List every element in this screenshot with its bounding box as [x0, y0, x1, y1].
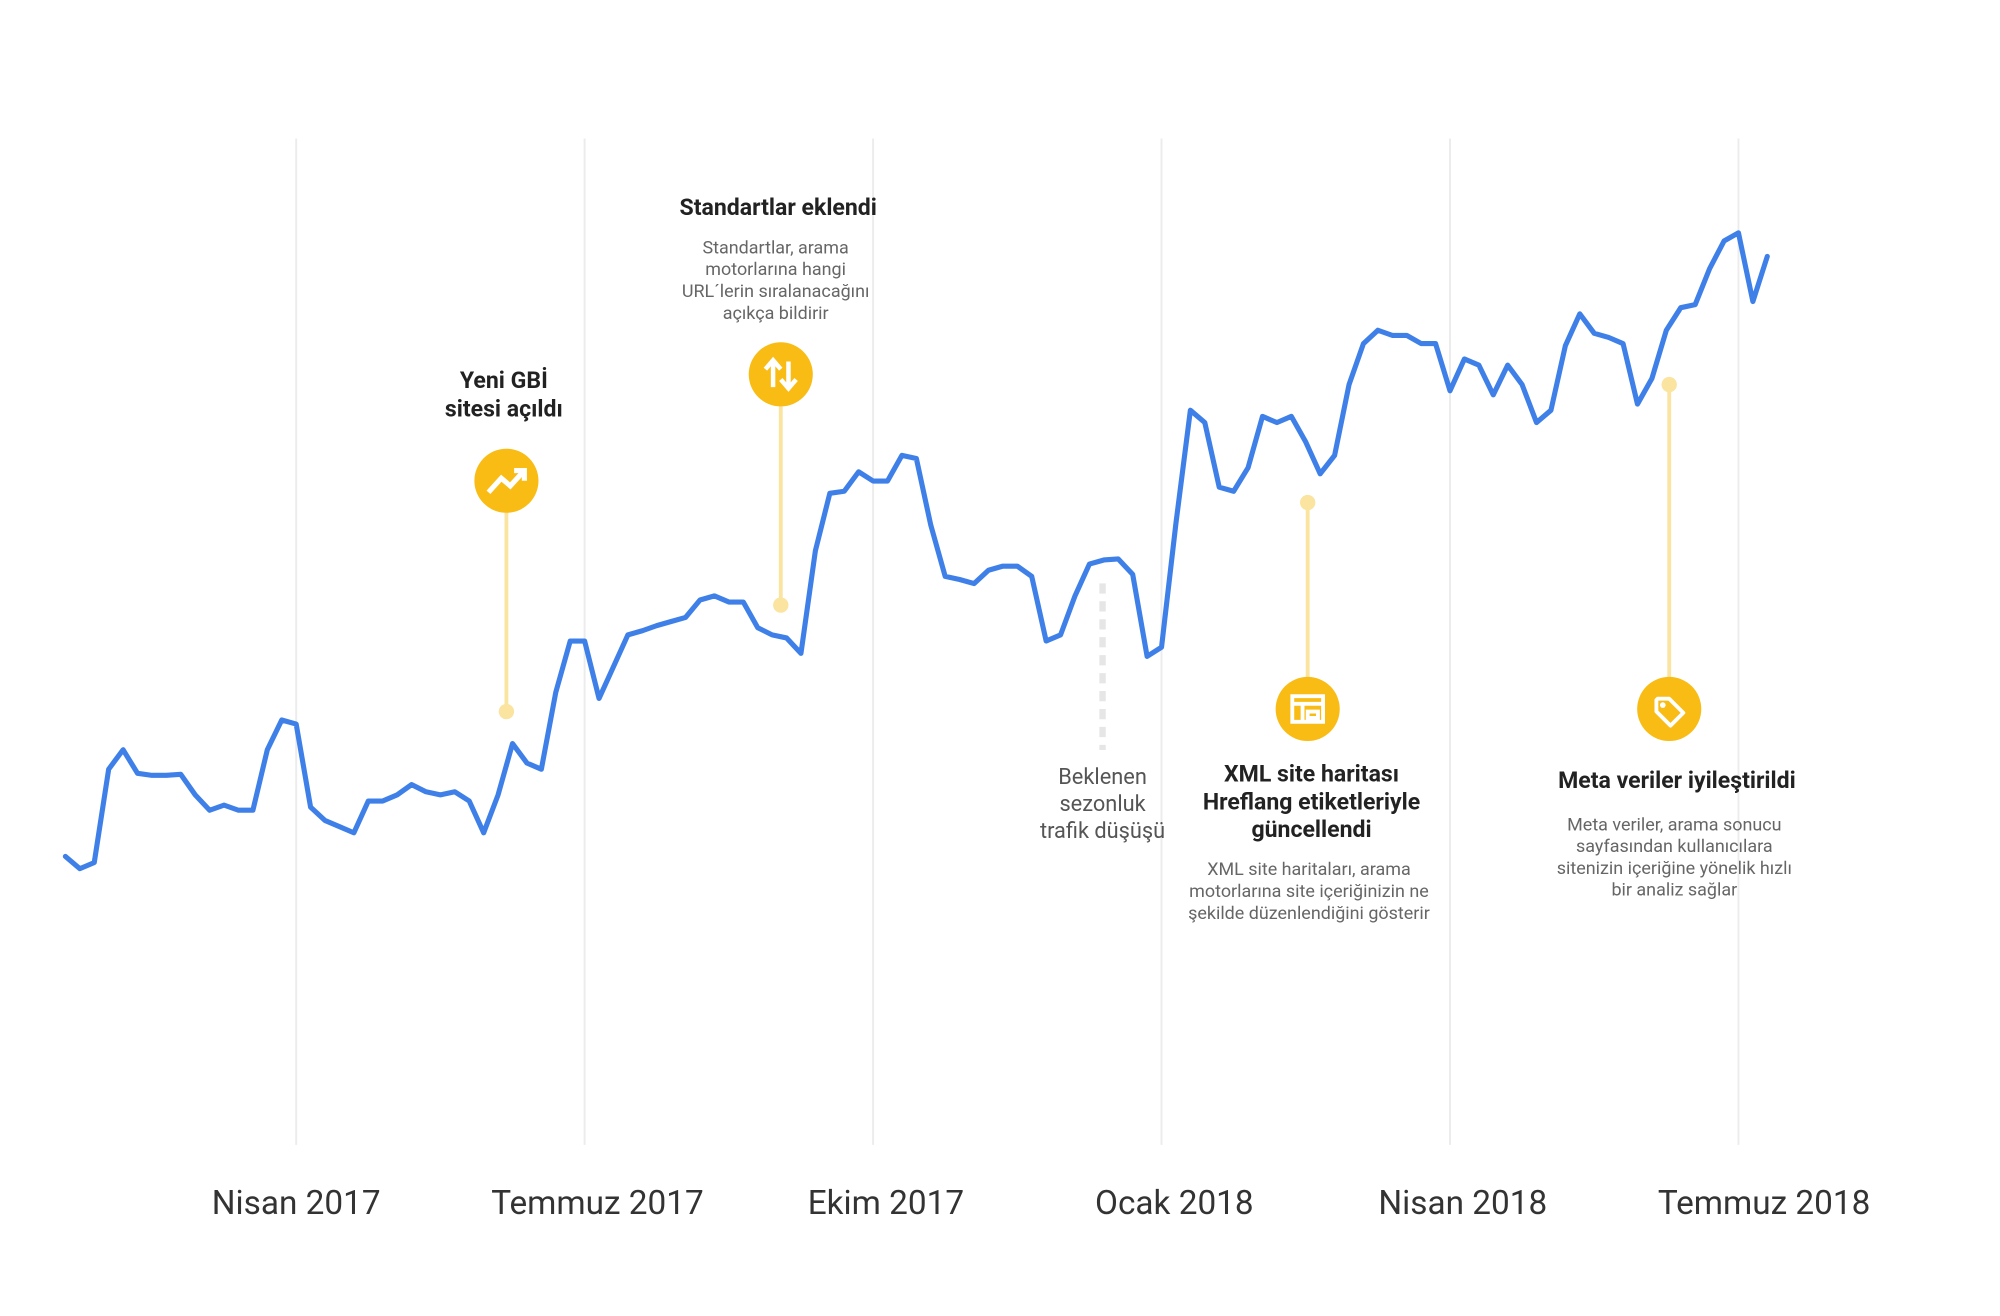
annotation-text: Standartlar, arama: [703, 237, 849, 258]
annotation-text: şekilde düzenlendiğini gösterir: [1188, 903, 1430, 924]
annotation-title: XML site haritası: [1224, 761, 1399, 788]
annotation-note: sezonluk: [1059, 792, 1146, 817]
icons: [474, 342, 1702, 742]
line-layer: [62, 230, 1770, 872]
icon-circle: [1637, 676, 1702, 742]
icon-circle: [1275, 676, 1340, 742]
x-tick-label: Temmuz 2018: [1658, 1184, 1871, 1223]
annotation-title: Yeni GBİ: [460, 366, 548, 394]
x-tick-label: Temmuz 2017: [491, 1184, 704, 1223]
icon-tag-hole: [1659, 702, 1666, 708]
x-tick-label: Nisan 2018: [1378, 1184, 1547, 1223]
icon-trend: [486, 468, 527, 495]
annotation-text: sitenizin içeriğine yönelik hızlı: [1557, 858, 1792, 879]
annotation-text: açıkça bildirir: [723, 303, 829, 324]
x-tick-label: Ekim 2017: [808, 1184, 964, 1223]
labels: Nisan 2017 Temmuz 2017 Ekim 2017 Ocak 2018 N…: [212, 194, 1871, 1223]
annotation-title: sitesi açıldı: [445, 395, 563, 422]
dot: [1299, 494, 1316, 511]
icon-sitemap: [1290, 694, 1325, 724]
annotation-text: motorlarına hangi: [705, 259, 846, 280]
annotation-title: Hreflang etiketleriyle: [1203, 788, 1420, 815]
annotation-note: trafik düşüşü: [1040, 819, 1165, 844]
x-tick-label: Ocak 2018: [1095, 1184, 1254, 1223]
annotation-title: Standartlar eklendi: [680, 194, 877, 221]
dot: [1661, 376, 1677, 393]
grid: [295, 138, 1740, 1145]
icon-circle: [748, 342, 813, 407]
annotation-title: güncellendi: [1251, 816, 1371, 843]
annotation-title: Meta veriler iyileştirildi: [1558, 767, 1796, 794]
annotation-text: motorlarına site içeriğinizin ne: [1189, 881, 1429, 902]
icon-trend: [514, 467, 527, 481]
line: [62, 230, 1770, 872]
annotation-text: URL´lerin sıralanacağını: [682, 281, 870, 302]
x-tick-label: Nisan 2017: [212, 1184, 381, 1223]
dot: [498, 703, 515, 720]
annotation-text: Meta veriler, arama sonucu: [1567, 814, 1781, 835]
annotation-text: bir analiz sağlar: [1611, 880, 1737, 901]
annotation-text: sayfasından kullanıcılara: [1576, 836, 1773, 857]
annotation-text: XML site haritaları, arama: [1207, 859, 1411, 880]
icon-tag: [1654, 696, 1686, 728]
dot: [773, 597, 789, 613]
icon-arrows: [763, 356, 798, 392]
annotation-note: Beklenen: [1058, 765, 1147, 790]
annotation-markers: [498, 374, 1677, 720]
